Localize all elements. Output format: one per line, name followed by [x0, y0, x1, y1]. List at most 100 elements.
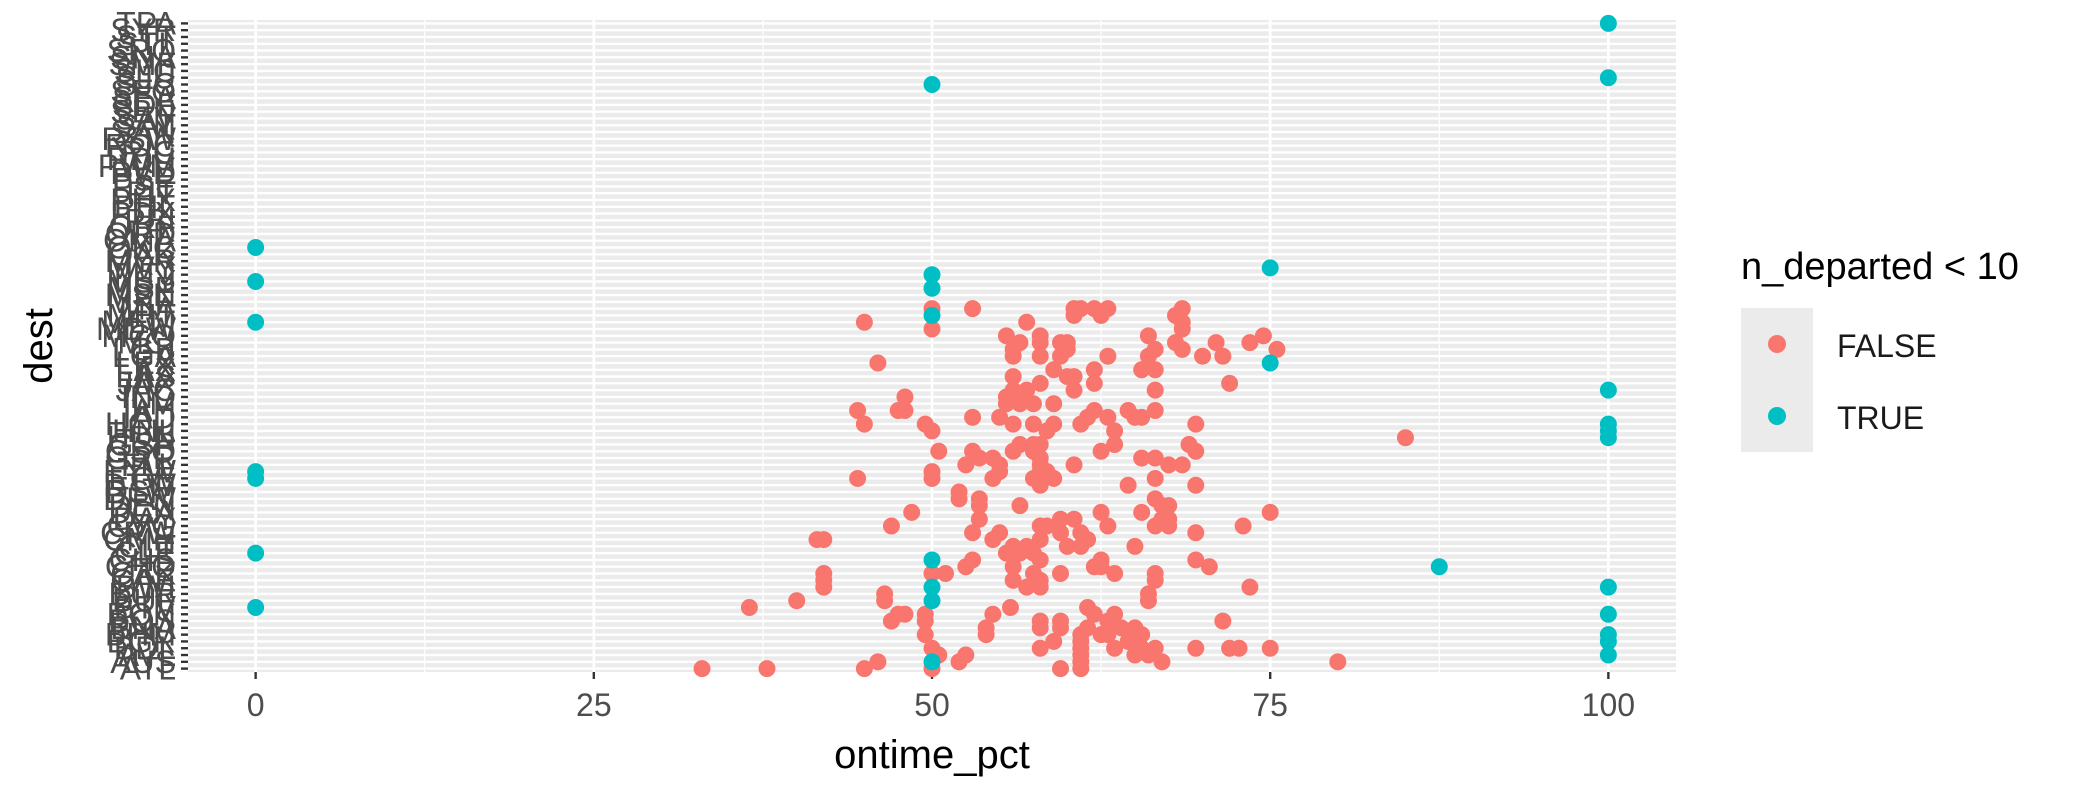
- y-tick-label: OKC: [107, 230, 176, 266]
- point-false: [1160, 510, 1178, 528]
- point-false: [997, 327, 1015, 345]
- y-tick-label: MEM: [101, 304, 176, 340]
- y-tick-label: BHM: [105, 617, 176, 653]
- y-tick-label: MSY: [107, 263, 176, 299]
- point-false: [1031, 531, 1049, 549]
- point-false: [1119, 632, 1137, 650]
- point-false: [964, 300, 982, 318]
- y-tick-label: IAD: [123, 399, 176, 435]
- y-tick-label: MSP: [107, 270, 176, 306]
- point-false: [1160, 497, 1178, 515]
- y-tick-label: AVL: [118, 637, 176, 673]
- point-false: [758, 660, 776, 678]
- point-false: [1133, 408, 1151, 426]
- point-false: [1058, 537, 1076, 555]
- point-false: [1031, 435, 1049, 453]
- point-false: [964, 442, 982, 460]
- data-points: [247, 14, 1617, 678]
- point-false: [1106, 605, 1124, 623]
- y-tick-label: SEA: [112, 80, 177, 116]
- point-false: [964, 408, 982, 426]
- point-false: [1045, 632, 1063, 650]
- y-tick-label: CHS: [108, 542, 176, 578]
- point-false: [1396, 429, 1414, 447]
- x-tick-label: 50: [914, 687, 950, 723]
- point-false: [1045, 415, 1063, 433]
- point-false: [1024, 395, 1042, 413]
- point-false: [1004, 381, 1022, 399]
- point-true: [1599, 626, 1617, 644]
- point-false: [1187, 639, 1205, 657]
- point-false: [1092, 551, 1110, 569]
- point-false: [1001, 598, 1019, 616]
- point-true: [1599, 605, 1617, 623]
- y-tick-label: BWI: [116, 569, 176, 605]
- point-false: [1099, 408, 1117, 426]
- point-false: [1187, 524, 1205, 542]
- point-false: [1031, 612, 1049, 630]
- point-true: [1599, 646, 1617, 664]
- point-false: [1146, 469, 1164, 487]
- y-axis-ticks: [181, 22, 188, 670]
- point-false: [1166, 334, 1184, 352]
- point-false: [1106, 565, 1124, 583]
- point-true: [923, 266, 941, 284]
- point-false: [882, 517, 900, 535]
- y-tick-label: TPA: [116, 5, 177, 41]
- y-tick-label: PBI: [124, 202, 176, 238]
- point-false: [849, 469, 867, 487]
- y-tick-label: GSO: [105, 433, 176, 469]
- point-false: [1052, 565, 1070, 583]
- point-false: [1139, 585, 1157, 603]
- point-false: [1065, 368, 1083, 386]
- point-false: [1139, 327, 1157, 345]
- point-false: [693, 660, 711, 678]
- point-true: [923, 592, 941, 610]
- legend-dot-true: [1768, 407, 1786, 425]
- point-false: [740, 598, 758, 616]
- point-false: [1126, 537, 1144, 555]
- y-tick-label: ATL: [120, 651, 176, 687]
- y-tick-label: SFO: [110, 73, 176, 109]
- point-false: [1153, 653, 1171, 671]
- y-tick-label: DFW: [103, 481, 177, 517]
- y-tick-label: JAC: [116, 372, 176, 408]
- point-false: [1024, 565, 1042, 583]
- point-false: [1173, 456, 1191, 474]
- y-tick-label: CMH: [103, 522, 176, 558]
- point-false: [1146, 361, 1164, 379]
- y-tick-label: PDX: [110, 196, 176, 232]
- y-tick-label: STL: [117, 26, 176, 62]
- point-false: [1268, 340, 1286, 358]
- y-tick-label: MCI: [117, 325, 176, 361]
- point-false: [869, 354, 887, 372]
- point-false: [788, 592, 806, 610]
- point-false: [1133, 503, 1151, 521]
- point-false: [1329, 653, 1347, 671]
- point-false: [970, 490, 988, 508]
- point-false: [1018, 381, 1036, 399]
- y-tick-label: SAN: [110, 114, 176, 150]
- point-false: [1092, 503, 1110, 521]
- y-tick-label: PVD: [110, 155, 176, 191]
- point-false: [1234, 517, 1252, 535]
- y-tick-label: CLE: [114, 535, 176, 571]
- y-tick-label: SRQ: [107, 33, 176, 69]
- x-axis-tick-labels: 0 25 50 75 100: [247, 687, 1635, 723]
- y-tick-label: OAK: [108, 236, 176, 272]
- point-false: [1106, 639, 1124, 657]
- point-false: [1099, 300, 1117, 318]
- y-axis-tick-labels: ATLAUSAVLBDLBGRBHMBNABOSBQNBTVBUFBURBWIC…: [96, 5, 177, 686]
- x-axis-title: ontime_pct: [834, 733, 1030, 777]
- y-tick-label: LEX: [116, 345, 176, 381]
- point-false: [849, 402, 867, 420]
- point-false: [1058, 334, 1076, 352]
- y-tick-label: DSM: [105, 474, 176, 510]
- y-tick-label: SJU: [116, 60, 176, 96]
- y-tick-label: BTV: [114, 589, 177, 625]
- point-true: [1599, 578, 1617, 596]
- point-false: [815, 531, 833, 549]
- point-false: [1018, 578, 1036, 596]
- y-tick-label: MDW: [96, 311, 177, 347]
- point-true: [1599, 14, 1617, 32]
